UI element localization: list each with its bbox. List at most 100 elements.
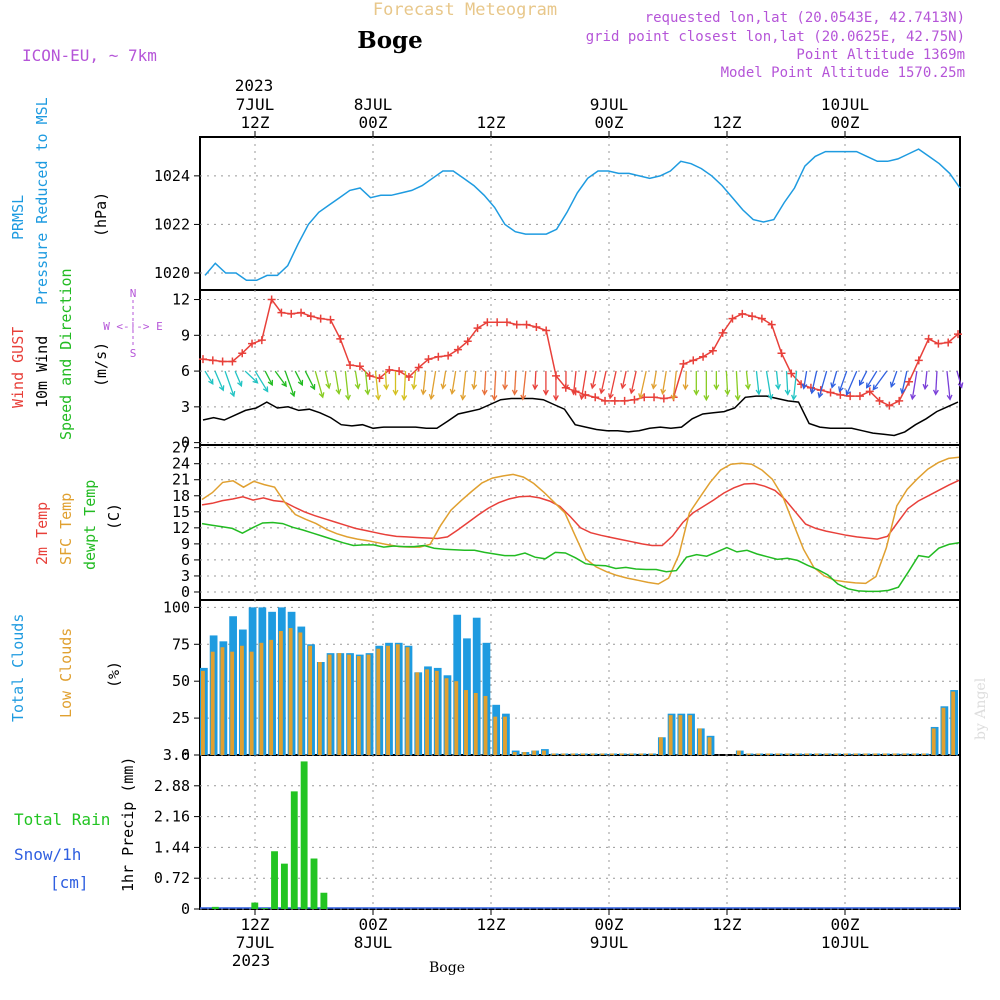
wind-arrow-head bbox=[420, 389, 427, 396]
point-altitude: Point Altitude 1369m bbox=[796, 47, 965, 63]
wind-arrow bbox=[374, 371, 380, 400]
sfc-temp-label: SFC Temp bbox=[57, 493, 75, 565]
gust-marker bbox=[630, 395, 639, 404]
wind-arrow-head bbox=[392, 389, 399, 396]
gust-marker bbox=[689, 356, 698, 365]
wind-arrow-head bbox=[670, 394, 677, 401]
wind-arrow-head bbox=[345, 394, 351, 401]
gust-marker bbox=[199, 355, 207, 364]
wind-arrow-head bbox=[481, 389, 488, 396]
wind-arrow-head bbox=[542, 389, 549, 396]
wind-arrow-head bbox=[830, 382, 837, 389]
wind-arrow bbox=[422, 371, 427, 395]
low-cloud-bar bbox=[941, 707, 946, 755]
wind-arrow bbox=[504, 371, 507, 390]
wind-arrow bbox=[314, 370, 324, 398]
temp-ytick-label: 15 bbox=[172, 503, 190, 521]
low-cloud-bar bbox=[688, 715, 693, 755]
clouds-ytick-label: 50 bbox=[172, 672, 190, 690]
wind-arrow-head bbox=[693, 389, 700, 396]
pressure-ytick-label: 1024 bbox=[154, 167, 190, 185]
rain-bar bbox=[320, 892, 328, 909]
wind-line bbox=[202, 395, 959, 437]
gust-marker bbox=[414, 363, 423, 372]
panel-frame-w bbox=[199, 289, 961, 446]
temp2m-label: 2m Temp bbox=[33, 502, 51, 565]
wind-arrow bbox=[775, 371, 780, 389]
low-cloud-bar bbox=[561, 753, 566, 755]
clouds-ytick-label: 100 bbox=[163, 598, 190, 616]
wind-arrow-head bbox=[872, 384, 879, 391]
wind-arrow-head bbox=[364, 389, 371, 396]
wind-arrow-head bbox=[354, 383, 361, 390]
wind-arrow-head bbox=[383, 384, 390, 391]
gust-marker bbox=[316, 314, 325, 323]
wind-arrow-head bbox=[335, 388, 342, 396]
precip-ytick-label: 0.72 bbox=[154, 869, 190, 887]
wind-arrow bbox=[609, 370, 617, 399]
gust-marker bbox=[679, 359, 688, 368]
temp-line-2 bbox=[201, 521, 960, 593]
wind-arrow bbox=[244, 370, 258, 384]
low-cloud-bar bbox=[356, 656, 361, 755]
wind-arrow bbox=[483, 371, 487, 395]
gust-marker bbox=[757, 314, 766, 323]
wind-arrow-head bbox=[411, 383, 418, 391]
gust-marker bbox=[895, 396, 904, 405]
gust-marker bbox=[846, 392, 855, 401]
wind-arrow-head bbox=[318, 392, 325, 399]
low-cloud-bar bbox=[697, 728, 702, 755]
gust-marker bbox=[875, 396, 884, 405]
pressure-labels: PRMSL Pressure Reduced to MSL (hPa) bbox=[9, 97, 110, 305]
low-cloud-bar bbox=[795, 753, 800, 755]
requested-coords: requested lon,lat (20.0543E, 42.7413N) bbox=[645, 10, 965, 26]
wind-arrow bbox=[639, 370, 647, 399]
wind-arrow bbox=[284, 370, 295, 397]
wind-arrow-head bbox=[703, 395, 710, 402]
rain-bar bbox=[290, 791, 298, 909]
wind-labels: Wind GUST 10m Wind Speed and Direction (… bbox=[9, 268, 163, 440]
gust-marker bbox=[434, 352, 443, 361]
wind-arrow-head bbox=[767, 393, 774, 401]
gust-marker bbox=[257, 336, 266, 345]
gust-marker bbox=[277, 308, 286, 317]
low-cloud-bar bbox=[464, 690, 468, 755]
wind-arrow-head bbox=[449, 388, 456, 396]
clouds-ytick-label: 0 bbox=[181, 746, 190, 764]
low-cloud-bar bbox=[814, 753, 819, 755]
wind-arrow bbox=[859, 370, 868, 386]
precip-ytick-label: 2.16 bbox=[154, 808, 190, 826]
wind-arrow-head bbox=[309, 383, 316, 391]
pressure-desc-label: Pressure Reduced to MSL bbox=[33, 97, 51, 305]
gust-marker bbox=[424, 355, 433, 364]
wind-arrow bbox=[513, 371, 517, 395]
wind-dir-label: Speed and Direction bbox=[57, 268, 75, 440]
wind-arrow bbox=[838, 370, 848, 392]
wind-arrow bbox=[684, 371, 687, 390]
gust-marker bbox=[228, 357, 237, 366]
wind-arrow-head bbox=[791, 394, 797, 401]
temp-unit-label: (C) bbox=[105, 503, 123, 530]
low-cloud-bar bbox=[639, 753, 644, 755]
low-cloud-bar bbox=[756, 753, 761, 755]
wind-arrow bbox=[803, 370, 808, 389]
gust-marker bbox=[502, 318, 511, 327]
gust-marker bbox=[473, 324, 482, 333]
wind-arrow bbox=[254, 370, 269, 392]
precip-ytick-label: 0 bbox=[181, 900, 190, 918]
bottom-hour-label: 12Z bbox=[477, 915, 506, 934]
total-clouds-label: Total Clouds bbox=[9, 614, 27, 722]
low-cloud-bar bbox=[785, 753, 790, 755]
wind-arrow-head bbox=[401, 394, 408, 402]
model-altitude: Model Point Altitude 1570.25m bbox=[721, 65, 965, 81]
precip-labels: Total Rain Snow/1h [cm] 1hr Precip (mm) bbox=[14, 757, 137, 892]
wind-arrow-head bbox=[845, 389, 851, 396]
gust-marker bbox=[444, 351, 453, 360]
wind-arrow-head bbox=[755, 389, 762, 396]
wind-arrow-head bbox=[281, 381, 287, 388]
wind-ytick-label: 6 bbox=[181, 362, 190, 380]
low-cloud-bar bbox=[503, 716, 507, 755]
temp-ytick-label: 12 bbox=[172, 519, 190, 537]
wind-arrow-head bbox=[724, 389, 731, 396]
